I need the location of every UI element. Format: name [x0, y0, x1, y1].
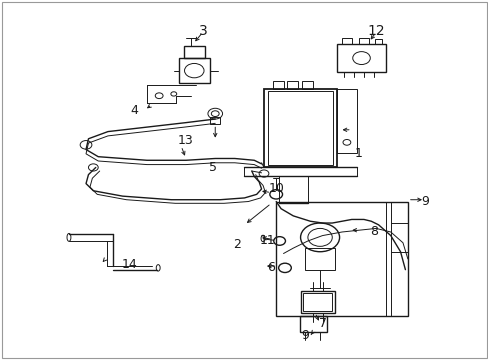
Text: 1: 1 — [354, 147, 362, 159]
Bar — [267, 91, 332, 165]
Bar — [272, 81, 283, 89]
Text: 8: 8 — [369, 225, 377, 238]
Text: 3: 3 — [198, 24, 207, 38]
Bar — [302, 81, 312, 89]
Text: 10: 10 — [268, 183, 284, 195]
Bar — [178, 58, 210, 83]
Text: 13: 13 — [178, 134, 193, 147]
Text: 9: 9 — [420, 195, 428, 208]
Text: 9: 9 — [301, 329, 309, 342]
Bar — [336, 44, 385, 72]
Text: 5: 5 — [208, 161, 216, 174]
Bar — [300, 291, 334, 313]
Bar — [210, 117, 220, 125]
Bar — [303, 293, 331, 311]
Text: 6: 6 — [267, 261, 275, 274]
Text: 14: 14 — [122, 258, 138, 271]
Bar — [358, 39, 368, 44]
Text: 11: 11 — [260, 234, 275, 247]
Bar — [287, 81, 298, 89]
Bar — [264, 89, 336, 167]
Bar — [276, 202, 407, 316]
Bar — [183, 45, 205, 58]
Text: 2: 2 — [233, 238, 241, 251]
Text: 12: 12 — [366, 24, 384, 38]
Bar — [305, 248, 334, 270]
Bar — [374, 40, 382, 44]
Text: 4: 4 — [131, 104, 139, 117]
Bar — [300, 316, 326, 332]
Bar — [336, 89, 356, 153]
Bar — [341, 39, 351, 44]
Text: 7: 7 — [318, 317, 326, 330]
